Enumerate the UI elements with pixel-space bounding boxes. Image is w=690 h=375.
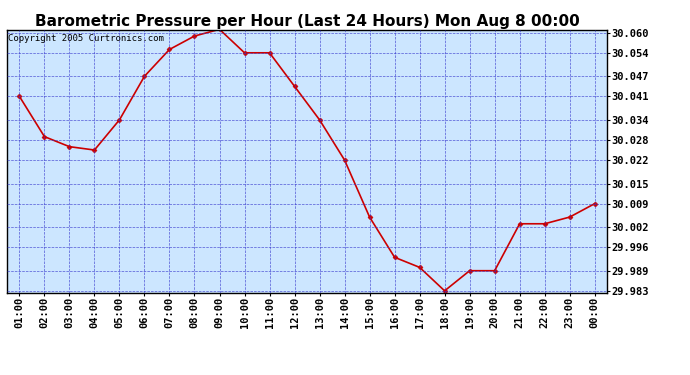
Text: Copyright 2005 Curtronics.com: Copyright 2005 Curtronics.com [8,34,164,43]
Title: Barometric Pressure per Hour (Last 24 Hours) Mon Aug 8 00:00: Barometric Pressure per Hour (Last 24 Ho… [34,14,580,29]
